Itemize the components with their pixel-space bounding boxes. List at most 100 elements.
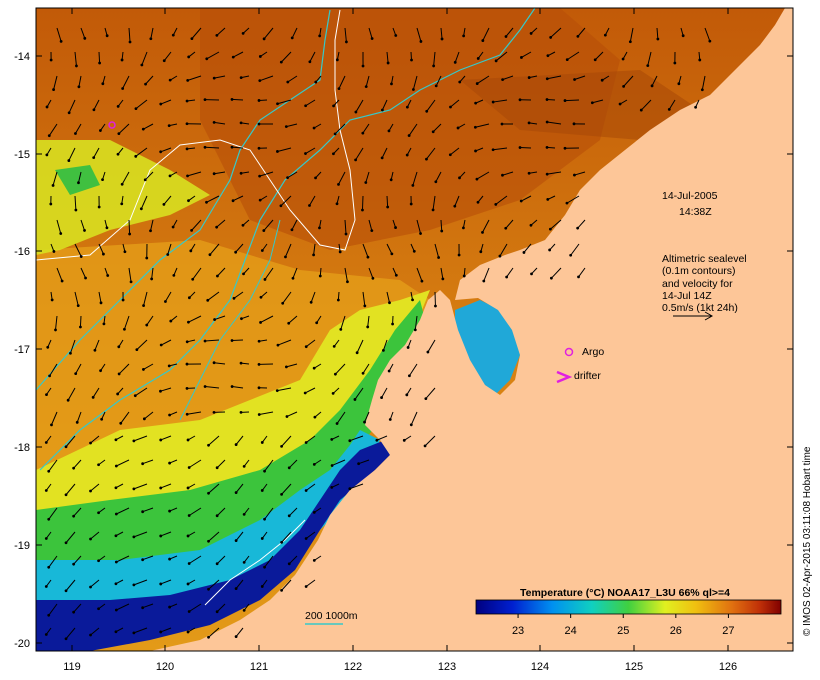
- velocity-arrow-head: [563, 99, 567, 102]
- velocity-arrow-head: [215, 562, 219, 566]
- velocity-arrow-head: [89, 585, 92, 589]
- velocity-arrow: [286, 411, 298, 417]
- velocity-arrow: [433, 51, 436, 66]
- velocity-arrow: [98, 51, 101, 64]
- velocity-arrow-head: [363, 304, 367, 308]
- velocity-arrow-head: [331, 392, 335, 395]
- velocity-arrow-head: [386, 61, 390, 65]
- velocity-arrow: [216, 603, 226, 613]
- velocity-arrow: [116, 603, 130, 611]
- velocity-arrow: [76, 411, 82, 423]
- velocity-arrow: [331, 459, 346, 466]
- lat-tick-label: -16: [14, 246, 30, 258]
- velocity-arrow-head: [650, 84, 654, 88]
- depth-legend-label: 200 1000m: [305, 610, 358, 622]
- velocity-arrow: [414, 315, 418, 330]
- velocity-arrow-head: [241, 32, 245, 35]
- velocity-arrow: [521, 51, 532, 58]
- velocity-arrow-head: [318, 34, 322, 38]
- velocity-arrow: [51, 411, 58, 426]
- velocity-arrow: [305, 483, 316, 491]
- velocity-arrow: [483, 267, 490, 282]
- velocity-arrow: [368, 27, 373, 39]
- velocity-arrow-head: [168, 78, 172, 82]
- velocity-arrow-head: [207, 635, 210, 639]
- velocity-arrow: [309, 195, 316, 206]
- velocity-arrow-head: [402, 438, 406, 442]
- velocity-arrow-head: [474, 149, 477, 153]
- velocity-arrow-head: [168, 557, 172, 561]
- velocity-arrow: [416, 219, 422, 234]
- velocity-arrow-head: [285, 415, 289, 418]
- velocity-arrow: [285, 243, 292, 258]
- velocity-arrow: [340, 315, 346, 330]
- velocity-arrow-head: [457, 253, 461, 257]
- velocity-arrow-head: [207, 491, 210, 495]
- velocity-arrow-head: [91, 395, 95, 399]
- velocity-arrow-head: [169, 319, 173, 323]
- velocity-arrow-head: [505, 275, 509, 279]
- velocity-arrow: [160, 387, 172, 392]
- velocity-arrow: [656, 27, 659, 40]
- velocity-arrow: [188, 315, 202, 323]
- velocity-arrow-head: [287, 466, 291, 470]
- velocity-arrow-head: [144, 82, 147, 86]
- velocity-arrow: [277, 147, 292, 152]
- colorbar-tick-label: 25: [617, 625, 629, 637]
- velocity-arrow-head: [361, 208, 364, 212]
- velocity-arrow-head: [141, 558, 145, 562]
- velocity-arrow-head: [120, 202, 124, 206]
- velocity-arrow: [288, 555, 298, 565]
- velocity-arrow-head: [405, 153, 409, 157]
- velocity-arrow-head: [145, 256, 149, 260]
- warm-water-patch-east: [460, 70, 700, 140]
- velocity-arrow-head: [159, 534, 163, 538]
- velocity-arrow: [362, 363, 370, 374]
- velocity-arrow: [550, 219, 562, 230]
- velocity-arrow-head: [257, 339, 261, 343]
- velocity-arrow: [629, 27, 634, 42]
- velocity-arrow: [233, 51, 244, 58]
- velocity-arrow-head: [60, 279, 64, 283]
- velocity-arrow-head: [186, 582, 190, 586]
- velocity-arrow: [435, 75, 442, 87]
- velocity-arrow: [334, 123, 346, 135]
- colorbar-tick-label: 26: [670, 625, 682, 637]
- velocity-arrow: [116, 459, 130, 467]
- velocity-arrow-head: [263, 517, 266, 521]
- velocity-arrow: [75, 363, 82, 374]
- velocity-arrow-head: [186, 438, 190, 442]
- velocity-arrow-head: [370, 229, 374, 233]
- velocity-arrow: [287, 75, 298, 83]
- velocity-arrow: [151, 267, 154, 279]
- velocity-arrow-head: [92, 156, 96, 160]
- velocity-arrow-head: [304, 104, 308, 108]
- velocity-arrow: [133, 435, 148, 442]
- velocity-arrow-head: [257, 386, 261, 390]
- velocity-arrow-head: [172, 273, 176, 277]
- velocity-arrow-head: [141, 510, 145, 514]
- velocity-arrow: [365, 171, 370, 183]
- argo-marker-ocean: [108, 121, 116, 129]
- velocity-arrow-head: [518, 98, 522, 102]
- velocity-arrow: [310, 291, 316, 303]
- velocity-arrow-head: [74, 132, 77, 135]
- velocity-arrow: [214, 362, 226, 365]
- velocity-arrow-head: [242, 512, 246, 516]
- velocity-arrow: [163, 51, 172, 61]
- velocity-arrow-head: [474, 101, 478, 105]
- velocity-arrow: [286, 123, 298, 128]
- velocity-arrow-head: [260, 441, 264, 444]
- velocity-arrow-head: [284, 125, 288, 129]
- velocity-arrow-head: [527, 121, 531, 125]
- velocity-arrow-head: [263, 278, 267, 281]
- velocity-arrow-head: [419, 232, 422, 235]
- velocity-arrow-head: [77, 85, 81, 89]
- nearshore-cyan-band: [36, 430, 380, 620]
- velocity-arrow-head: [545, 172, 549, 176]
- velocity-arrow-head: [114, 512, 118, 516]
- velocity-arrow-head: [440, 229, 444, 233]
- velocity-arrow: [259, 171, 274, 177]
- velocity-arrow-head: [504, 35, 508, 38]
- velocity-arrow-head: [64, 637, 68, 641]
